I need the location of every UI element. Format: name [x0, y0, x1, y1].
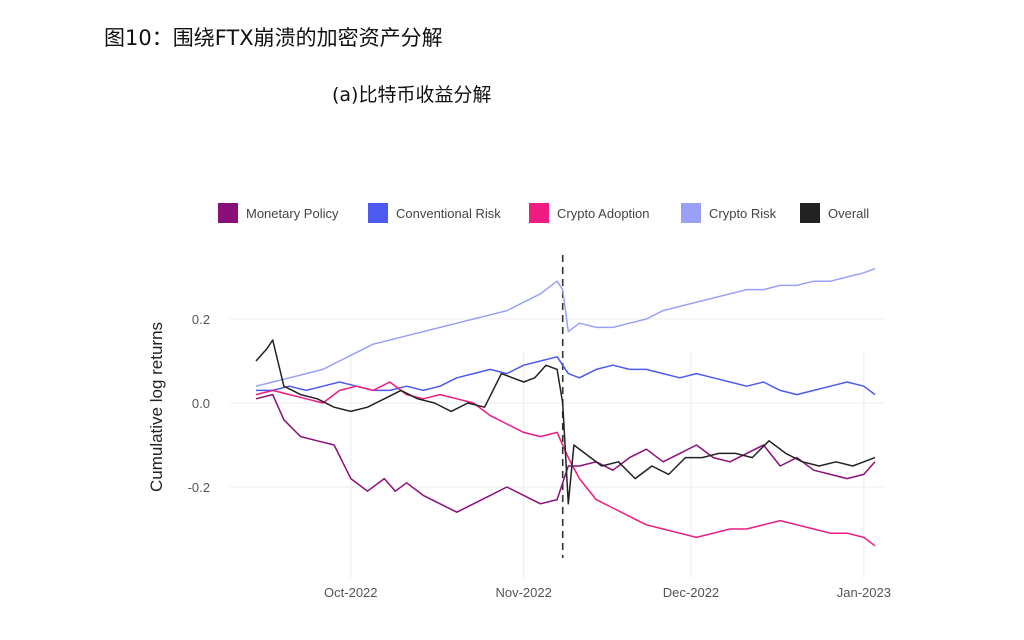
- y-axis-label: Cumulative log returns: [147, 322, 166, 492]
- legend-label-overall: Overall: [828, 206, 869, 221]
- y-tick-label: 0.2: [192, 312, 210, 327]
- y-tick-label: -0.2: [188, 480, 210, 495]
- legend-swatch-crypto-adoption: [529, 203, 549, 223]
- figure-title: 图10：围绕FTX崩溃的加密资产分解: [104, 26, 443, 50]
- x-tick-label: Dec-2022: [663, 585, 719, 600]
- x-tick-label: Nov-2022: [495, 585, 551, 600]
- legend-swatch-crypto-risk: [681, 203, 701, 223]
- chart-grid: [230, 318, 885, 578]
- chart-series: [255, 267, 876, 547]
- series-line-overall: [255, 339, 876, 505]
- y-axis-ticks: 0.2 0.0 -0.2: [188, 312, 210, 495]
- series-line-monetary-policy: [255, 393, 876, 513]
- series-line-conventional-risk: [256, 356, 876, 396]
- x-tick-label: Oct-2022: [324, 585, 377, 600]
- figure-subtitle: (a)比特币收益分解: [332, 84, 492, 106]
- legend-swatch-overall: [800, 203, 820, 223]
- legend-swatch-conventional-risk: [368, 203, 388, 223]
- legend-label-monetary-policy: Monetary Policy: [246, 206, 339, 221]
- series-line-crypto-risk: [255, 267, 876, 387]
- chart-legend: Monetary Policy Conventional Risk Crypto A…: [218, 203, 869, 223]
- legend-label-crypto-adoption: Crypto Adoption: [557, 206, 650, 221]
- legend-swatch-monetary-policy: [218, 203, 238, 223]
- series-line-crypto-adoption: [255, 381, 876, 547]
- x-axis-ticks: Oct-2022 Nov-2022 Dec-2022 Jan-2023: [324, 585, 891, 600]
- legend-label-conventional-risk: Conventional Risk: [396, 206, 501, 221]
- y-tick-label: 0.0: [192, 396, 210, 411]
- x-tick-label: Jan-2023: [837, 585, 891, 600]
- legend-label-crypto-risk: Crypto Risk: [709, 206, 777, 221]
